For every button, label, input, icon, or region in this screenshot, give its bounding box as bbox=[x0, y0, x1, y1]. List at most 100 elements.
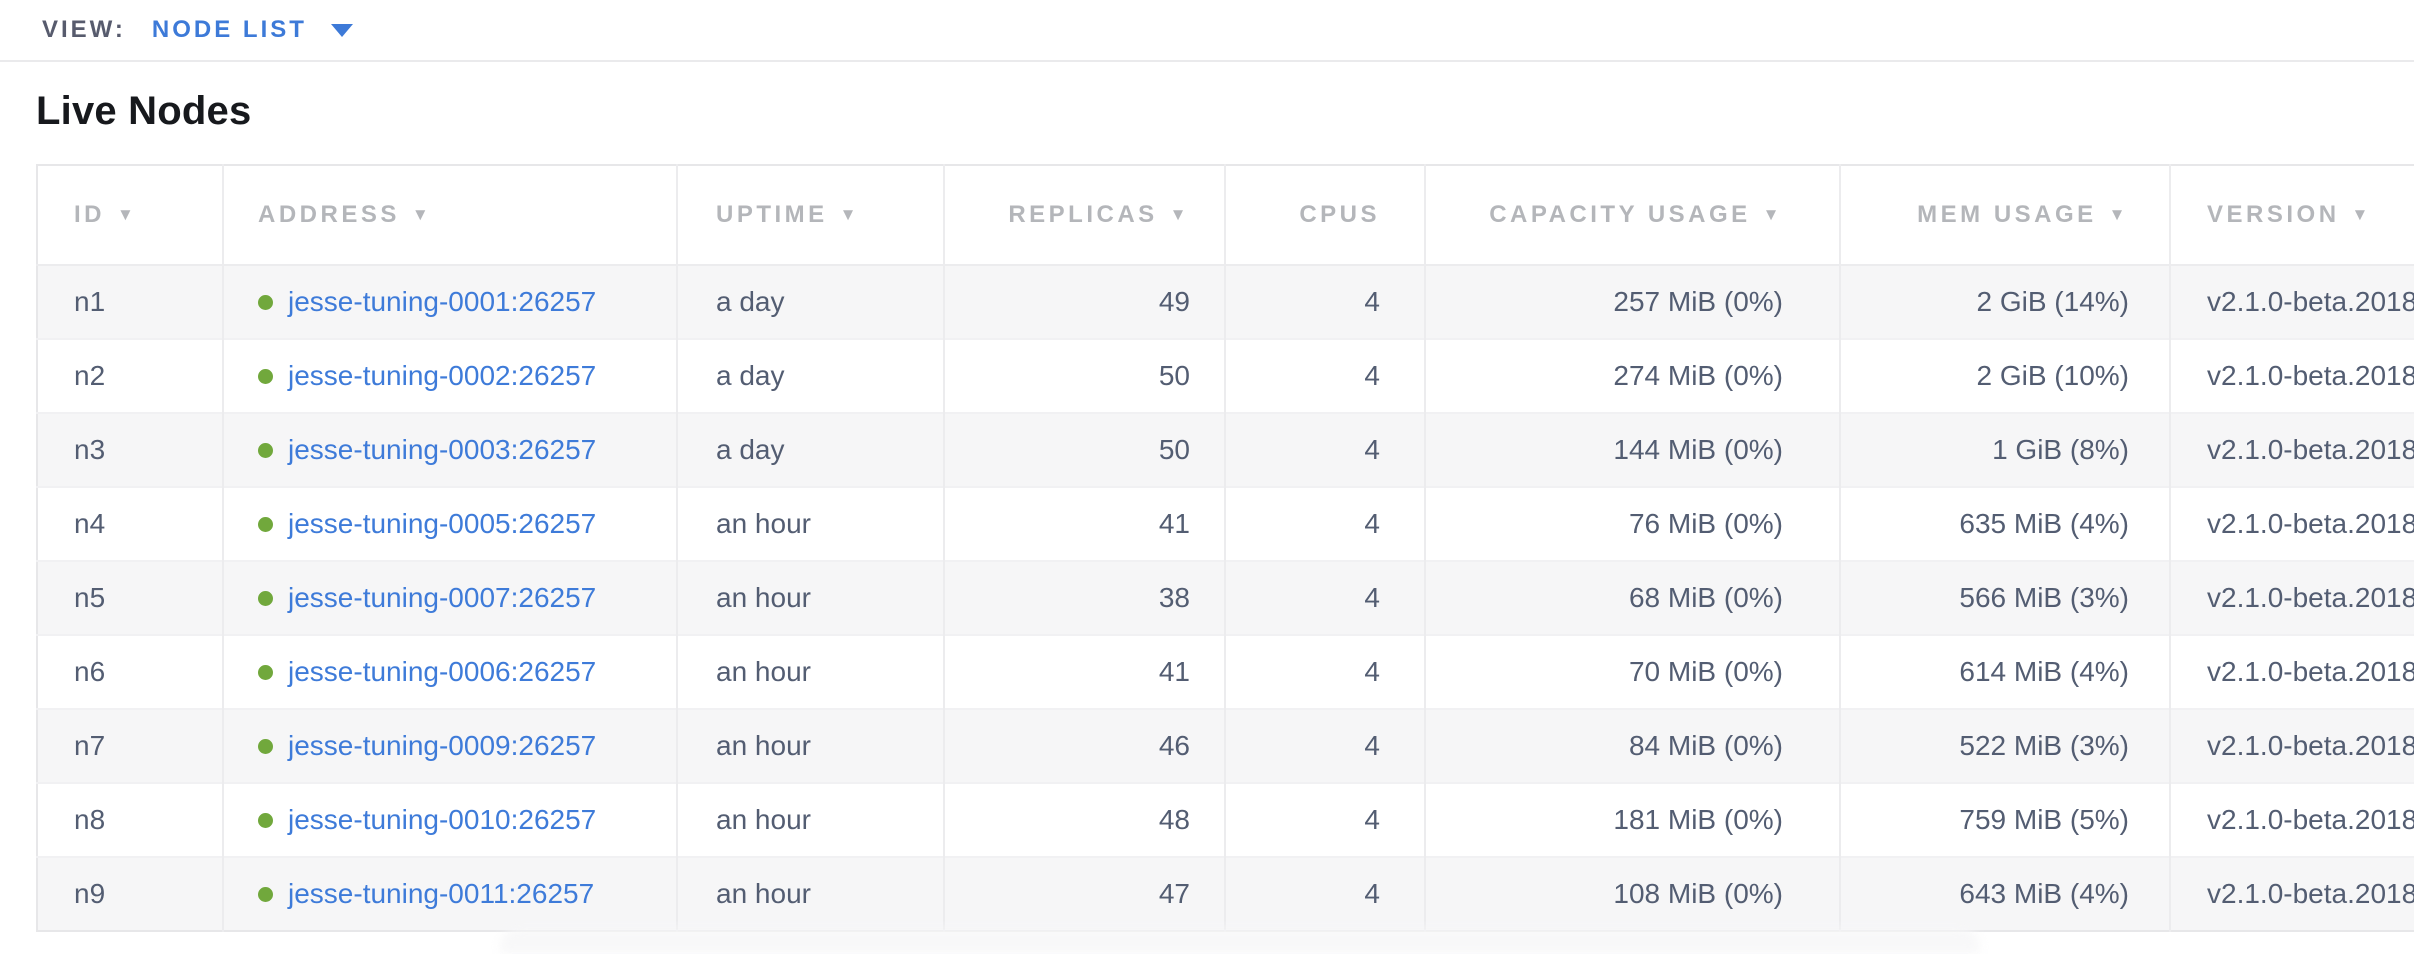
cell-value: v2.1.0-beta.20181008 bbox=[2207, 656, 2414, 687]
node-address-link[interactable]: jesse-tuning-0010:26257 bbox=[288, 804, 597, 835]
cell-uptime: an hour bbox=[676, 782, 944, 857]
table-row: n2 jesse-tuning-0002:26257 a day 50 4 274 MiB… bbox=[37, 338, 2414, 413]
cell-value: 4 bbox=[1364, 508, 1380, 539]
node-status-dot-icon bbox=[258, 887, 273, 902]
cell-value: 181 MiB (0%) bbox=[1613, 804, 1783, 835]
cell-value: an hour bbox=[716, 878, 811, 909]
cell-value: 144 MiB (0%) bbox=[1613, 434, 1783, 465]
node-address-link[interactable]: jesse-tuning-0001:26257 bbox=[288, 286, 597, 317]
cell-value: 68 MiB (0%) bbox=[1628, 582, 1783, 613]
cell-value: 635 MiB (4%) bbox=[1959, 508, 2129, 539]
cell-value: v2.1.0-beta.20181008 bbox=[2207, 360, 2414, 391]
cell-uptime: an hour bbox=[676, 486, 944, 561]
cell-value: v2.1.0-beta.20181008 bbox=[2207, 878, 2414, 909]
page-title: Live Nodes bbox=[36, 89, 252, 133]
column-header-mem[interactable]: MEM USAGE ▼ bbox=[1839, 165, 2170, 266]
cell-cpus: 4 bbox=[1224, 782, 1425, 857]
cell-address: jesse-tuning-0003:26257 bbox=[222, 412, 677, 487]
cell-version: v2.1.0-beta.20181008 bbox=[2169, 486, 2414, 561]
cell-value: 522 MiB (3%) bbox=[1959, 730, 2129, 761]
cell-mem: 522 MiB (3%) bbox=[1839, 708, 2170, 783]
cell-replicas: 41 bbox=[943, 486, 1225, 561]
cell-value: v2.1.0-beta.20181008 bbox=[2207, 804, 2414, 835]
cell-version: v2.1.0-beta.20181008 bbox=[2169, 856, 2414, 931]
cell-capacity: 181 MiB (0%) bbox=[1424, 782, 1840, 857]
node-address-link[interactable]: jesse-tuning-0006:26257 bbox=[288, 656, 597, 687]
cell-value: 38 bbox=[1158, 582, 1190, 613]
table-row: n3 jesse-tuning-0003:26257 a day 50 4 144 MiB… bbox=[37, 412, 2414, 487]
cell-value: an hour bbox=[716, 804, 811, 835]
cell-value: 76 MiB (0%) bbox=[1628, 508, 1783, 539]
view-selected-value: NODE LIST bbox=[151, 16, 307, 43]
cell-version: v2.1.0-beta.20181008 bbox=[2169, 708, 2414, 783]
column-header-label: CAPACITY USAGE bbox=[1489, 201, 1751, 228]
cell-value: an hour bbox=[716, 582, 811, 613]
cell-value: n6 bbox=[74, 656, 106, 687]
column-header-cpus: CPUS bbox=[1224, 165, 1425, 266]
node-address-link[interactable]: jesse-tuning-0003:26257 bbox=[288, 434, 597, 465]
cell-address: jesse-tuning-0010:26257 bbox=[222, 782, 677, 857]
cell-capacity: 274 MiB (0%) bbox=[1424, 338, 1840, 413]
node-address-link[interactable]: jesse-tuning-0007:26257 bbox=[288, 582, 597, 613]
node-address-link[interactable]: jesse-tuning-0011:26257 bbox=[288, 878, 595, 909]
column-header-id[interactable]: ID ▼ bbox=[37, 165, 223, 266]
cell-value: n8 bbox=[74, 804, 106, 835]
column-header-address[interactable]: ADDRESS ▼ bbox=[222, 165, 677, 266]
cell-value: 4 bbox=[1364, 730, 1380, 761]
cell-address: jesse-tuning-0007:26257 bbox=[222, 560, 677, 635]
cell-replicas: 49 bbox=[943, 265, 1225, 339]
cell-id: n7 bbox=[37, 708, 223, 783]
table-row: n7 jesse-tuning-0009:26257 an hour 46 4 84 Mi… bbox=[37, 708, 2414, 783]
sort-arrow-icon: ▼ bbox=[839, 205, 860, 224]
cell-value: v2.1.0-beta.20181008 bbox=[2207, 730, 2414, 761]
cell-uptime: an hour bbox=[676, 560, 944, 635]
column-header-replicas[interactable]: REPLICAS ▼ bbox=[943, 165, 1225, 266]
cell-value: 4 bbox=[1364, 878, 1380, 909]
cell-mem: 614 MiB (4%) bbox=[1839, 634, 2170, 709]
cell-value: 4 bbox=[1364, 286, 1380, 317]
cell-version: v2.1.0-beta.20181008 bbox=[2169, 265, 2414, 339]
cell-value: an hour bbox=[716, 730, 811, 761]
cell-capacity: 76 MiB (0%) bbox=[1424, 486, 1840, 561]
cell-cpus: 4 bbox=[1224, 486, 1425, 561]
cell-value: n2 bbox=[74, 360, 106, 391]
table-row: n4 jesse-tuning-0005:26257 an hour 41 4 76 Mi… bbox=[37, 486, 2414, 561]
column-header-version[interactable]: VERSION ▼ bbox=[2169, 165, 2414, 266]
cell-cpus: 4 bbox=[1224, 856, 1425, 931]
view-selector-dropdown[interactable]: NODE LIST bbox=[152, 16, 353, 44]
view-selector-bar: VIEW: NODE LIST bbox=[0, 0, 2414, 62]
cell-value: v2.1.0-beta.20181008 bbox=[2207, 582, 2414, 613]
node-address-link[interactable]: jesse-tuning-0005:26257 bbox=[288, 508, 597, 539]
column-header-label: REPLICAS bbox=[1008, 201, 1158, 228]
column-header-capacity[interactable]: CAPACITY USAGE ▼ bbox=[1424, 165, 1840, 266]
cell-value: 50 bbox=[1158, 360, 1190, 391]
cell-value: v2.1.0-beta.20181008 bbox=[2207, 286, 2414, 317]
column-header-label: VERSION bbox=[2207, 201, 2340, 228]
node-address-link[interactable]: jesse-tuning-0002:26257 bbox=[288, 360, 597, 391]
below-fold-shadow bbox=[500, 928, 1980, 954]
cell-value: 4 bbox=[1364, 656, 1380, 687]
cell-value: an hour bbox=[716, 656, 811, 687]
node-address-link[interactable]: jesse-tuning-0009:26257 bbox=[288, 730, 597, 761]
cell-id: n8 bbox=[37, 782, 223, 857]
cell-value: 41 bbox=[1158, 508, 1190, 539]
cell-value: 50 bbox=[1158, 434, 1190, 465]
cell-capacity: 70 MiB (0%) bbox=[1424, 634, 1840, 709]
sort-arrow-icon: ▼ bbox=[1169, 205, 1190, 224]
table-row: n1 jesse-tuning-0001:26257 a day 49 4 257 MiB… bbox=[37, 265, 2414, 339]
cell-id: n3 bbox=[37, 412, 223, 487]
column-header-uptime[interactable]: UPTIME ▼ bbox=[676, 165, 944, 266]
cell-id: n5 bbox=[37, 560, 223, 635]
cell-replicas: 47 bbox=[943, 856, 1225, 931]
column-header-label: ID bbox=[74, 201, 105, 228]
node-status-dot-icon bbox=[258, 517, 273, 532]
cell-capacity: 84 MiB (0%) bbox=[1424, 708, 1840, 783]
cell-mem: 2 GiB (14%) bbox=[1839, 265, 2170, 339]
cell-version: v2.1.0-beta.20181008 bbox=[2169, 560, 2414, 635]
cell-value: 759 MiB (5%) bbox=[1959, 804, 2129, 835]
cell-address: jesse-tuning-0011:26257 bbox=[222, 856, 677, 931]
cell-value: 4 bbox=[1364, 804, 1380, 835]
cell-uptime: a day bbox=[676, 412, 944, 487]
cell-value: 4 bbox=[1364, 582, 1380, 613]
cell-version: v2.1.0-beta.20181008 bbox=[2169, 782, 2414, 857]
